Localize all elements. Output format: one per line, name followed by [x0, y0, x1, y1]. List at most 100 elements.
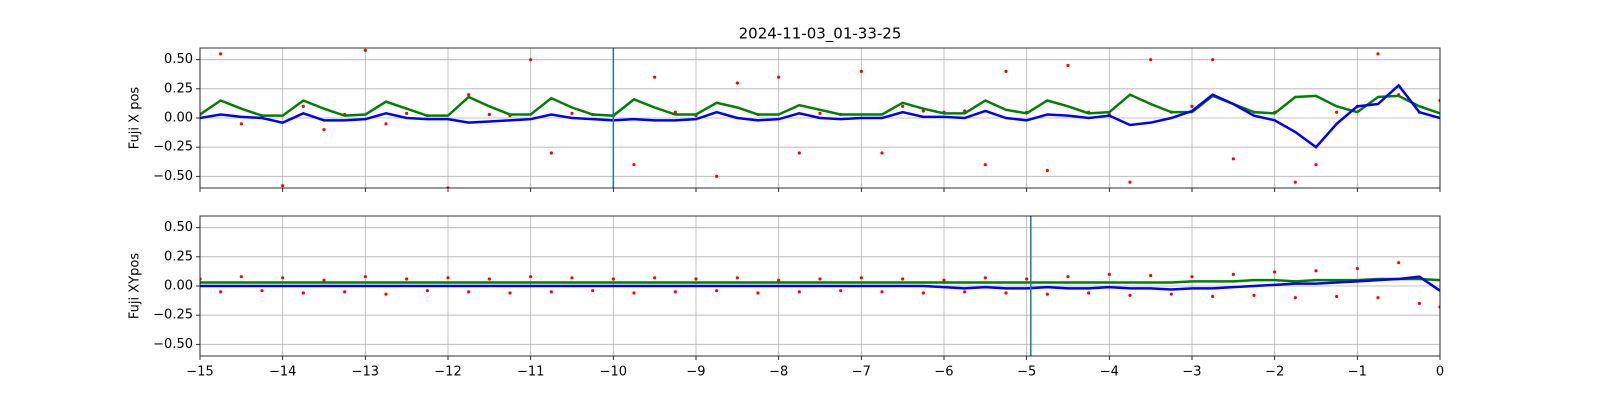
axes-frame	[199, 47, 1441, 189]
scatter-point	[921, 291, 925, 295]
scatter-point	[1190, 104, 1194, 108]
plot-area	[200, 48, 1440, 188]
scatter-point	[446, 276, 450, 280]
scatter-point	[239, 122, 243, 126]
scatter-point	[260, 289, 264, 293]
x-tick-label: −5	[1017, 365, 1036, 380]
scatter-point	[983, 163, 987, 167]
line-series	[200, 83, 1440, 149]
x-tick-label: −1	[1348, 365, 1367, 380]
scatter-point	[487, 277, 491, 281]
scatter-point	[1376, 296, 1380, 300]
scatter-point	[570, 111, 574, 115]
scatter-point	[901, 104, 905, 108]
scatter-point	[1004, 69, 1008, 73]
scatter-point	[1107, 272, 1111, 276]
scatter-point	[508, 291, 512, 295]
scatter-point	[777, 278, 781, 282]
scatter-point	[901, 277, 905, 281]
line-series	[200, 275, 1440, 292]
x-tick-label: −10	[600, 365, 627, 380]
scatter-point	[1273, 270, 1277, 274]
x-tick-label: −13	[352, 365, 379, 380]
scatter-point	[322, 128, 326, 132]
scatter-point	[715, 174, 719, 178]
scatter-point	[1397, 261, 1401, 265]
scatter-point	[1211, 58, 1215, 62]
scatter-point	[1293, 180, 1297, 184]
scatter-point	[363, 275, 367, 279]
scatter-point	[1149, 58, 1153, 62]
scatter-point	[1293, 296, 1297, 300]
scatter-point	[1087, 291, 1091, 295]
axes-frame	[199, 215, 1441, 357]
y-tick-label: 0.50	[164, 52, 193, 67]
scatter-point	[859, 69, 863, 73]
x-tick-label: −9	[686, 365, 705, 380]
chart-title: 2024-11-03_01-33-25	[739, 25, 902, 44]
x-tick-label: −11	[517, 365, 544, 380]
scatter-point	[777, 75, 781, 79]
scatter-point	[343, 290, 347, 294]
axes: −15 −14 −13 −12 −11 −10 −9 −8 −7 −6 −5 −4 −3 −2 −1 0−0.…	[128, 215, 1444, 380]
scatter-point	[1149, 273, 1153, 278]
y-tick-label: −0.25	[153, 140, 193, 155]
scatter-point	[1211, 294, 1215, 299]
axes: −0.50 −0.25 0.00 0.25 0.50 Fuji X pos	[128, 47, 1441, 192]
scatter-point	[797, 151, 801, 155]
x-tick-label: 0	[1436, 365, 1444, 380]
scatter-point	[611, 277, 615, 281]
scatter-point	[467, 93, 471, 97]
scatter-point	[425, 289, 429, 293]
x-tick-label: −7	[852, 365, 871, 380]
scatter-point	[921, 109, 925, 113]
scatter-point	[1335, 110, 1339, 114]
scatter-point	[963, 290, 967, 294]
scatter-point	[983, 276, 987, 280]
x-tick-label: −4	[1100, 365, 1119, 380]
scatter-point	[322, 278, 326, 282]
y-tick-label: 0.00	[164, 111, 193, 126]
x-tick-label: −6	[934, 365, 953, 380]
plot-area	[200, 261, 1440, 309]
scatter-point	[735, 81, 739, 85]
scatter-point	[529, 275, 533, 279]
y-tick-label: −0.25	[153, 308, 193, 323]
scatter-point	[1190, 275, 1194, 279]
scatter-point	[239, 275, 243, 279]
x-tick-label: −3	[1182, 365, 1201, 380]
scatter-point	[384, 292, 388, 296]
scatter-point	[549, 290, 553, 294]
scatter-point	[756, 291, 760, 295]
scatter-point	[859, 276, 863, 280]
scatter-point	[632, 163, 636, 167]
scatter-point	[942, 278, 946, 282]
scatter-point	[1314, 269, 1318, 273]
scatter-point	[405, 277, 409, 281]
scatter-point	[405, 111, 409, 115]
scatter-point	[487, 112, 491, 117]
scatter-point	[880, 290, 884, 294]
scatter-point	[1066, 63, 1070, 68]
scatter-point	[1376, 52, 1380, 56]
y-tick-label: 0.00	[164, 279, 193, 294]
scatter-point	[1252, 293, 1256, 297]
x-tick-label: −8	[769, 365, 788, 380]
scatter-point	[363, 48, 367, 52]
scatter-point	[880, 151, 884, 155]
scatter-point	[301, 104, 305, 108]
scatter-point	[549, 151, 553, 155]
line-series	[200, 277, 1440, 284]
scatter-point	[1128, 293, 1132, 297]
scatter-point	[653, 276, 657, 280]
scatter-point	[694, 277, 698, 281]
scatter-point	[839, 289, 843, 293]
scatter-point	[1417, 301, 1421, 306]
scatter-point	[1066, 275, 1070, 279]
scatter-point	[529, 58, 533, 62]
scatter-point	[219, 290, 223, 294]
x-tick-label: −12	[434, 365, 461, 380]
scatter-point	[384, 122, 388, 126]
x-tick-label: −15	[186, 365, 213, 380]
